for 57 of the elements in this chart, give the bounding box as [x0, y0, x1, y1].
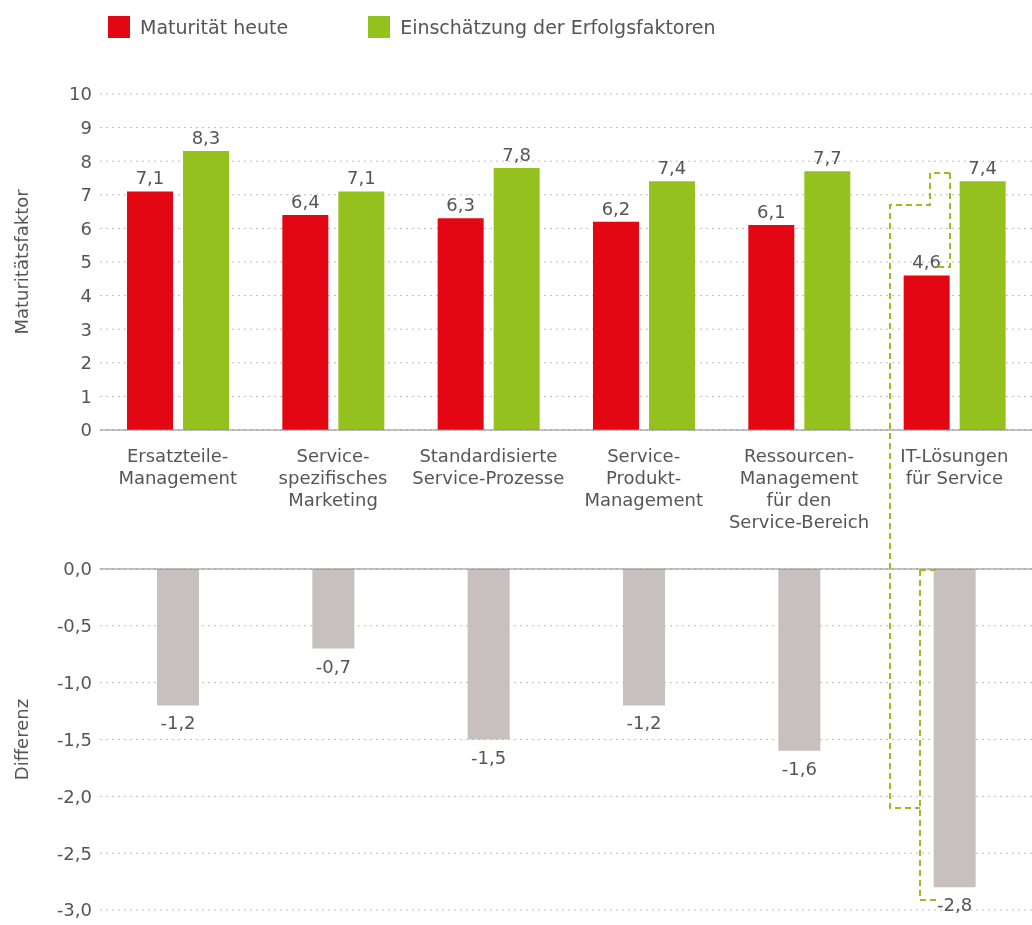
y-tick-label: 3 [80, 318, 92, 340]
y-tick-label: -2,5 [56, 842, 92, 864]
bar [593, 221, 639, 430]
y-tick-label: 7 [80, 184, 92, 206]
y-axis-title: Maturitätsfaktor [11, 188, 33, 335]
y-tick-label: 5 [80, 251, 92, 273]
data-label: 7,7 [813, 147, 842, 169]
x-tick-label: IT-Lösungen für Service [900, 445, 1009, 488]
y-tick-label: 2 [80, 352, 92, 374]
legend-label: Maturität heute [140, 16, 289, 38]
data-label: 6,4 [291, 190, 320, 212]
y-tick-label: 8 [80, 150, 92, 172]
y-tick-label: 9 [80, 116, 92, 138]
bar [748, 225, 795, 430]
data-label: -1,5 [471, 746, 507, 768]
y-tick-label: 1 [80, 385, 92, 407]
x-tick-label: Service- Produkt- Management [584, 445, 703, 510]
data-label: 7,8 [502, 143, 531, 165]
y-tick-label: -0,5 [56, 615, 92, 637]
x-tick-label: Ersatzteile- Management [118, 445, 237, 488]
data-label: 6,3 [446, 194, 475, 216]
data-label: -1,6 [781, 757, 817, 779]
y-tick-label: 6 [80, 217, 92, 239]
bar [437, 218, 484, 430]
bar [127, 191, 173, 430]
y-tick-label: 0 [80, 419, 92, 441]
data-label: 7,1 [347, 167, 376, 189]
y-axis-title: Differenz [11, 698, 33, 781]
y-tick-label: 10 [69, 83, 92, 105]
data-label: -0,7 [315, 655, 351, 677]
data-label: 7,4 [968, 157, 997, 179]
data-label: 6,2 [601, 197, 631, 219]
y-tick-label: -1,0 [56, 672, 92, 694]
bar [338, 191, 385, 430]
y-tick-label: -3,0 [56, 899, 92, 921]
x-tick-label: Service- spezifisches Marketing [278, 445, 388, 510]
data-label: 7,4 [657, 157, 687, 179]
data-label: 7,1 [135, 167, 165, 189]
y-tick-label: 4 [80, 284, 92, 306]
data-label: 4,6 [912, 251, 941, 273]
bar [493, 167, 540, 430]
y-tick-label: 0,0 [63, 558, 92, 580]
data-label: -1,2 [626, 712, 662, 734]
bar [804, 171, 851, 430]
x-tick-label: Ressourcen- Management für den Service-Bereich [728, 445, 870, 532]
data-label: 6,1 [757, 201, 786, 223]
bar [649, 181, 695, 430]
data-label: 8,3 [191, 127, 221, 149]
x-tick-label: Standardisierte Service-Prozesse [412, 445, 565, 488]
bar [282, 214, 329, 430]
data-label: -2,8 [937, 894, 973, 916]
bar [959, 181, 1006, 430]
y-tick-label: -2,0 [56, 785, 92, 807]
y-tick-label: -1,5 [56, 728, 92, 750]
bar [183, 151, 229, 430]
legend-label: Einschätzung der Erfolgsfaktoren [400, 16, 716, 38]
data-label: -1,2 [160, 712, 196, 734]
